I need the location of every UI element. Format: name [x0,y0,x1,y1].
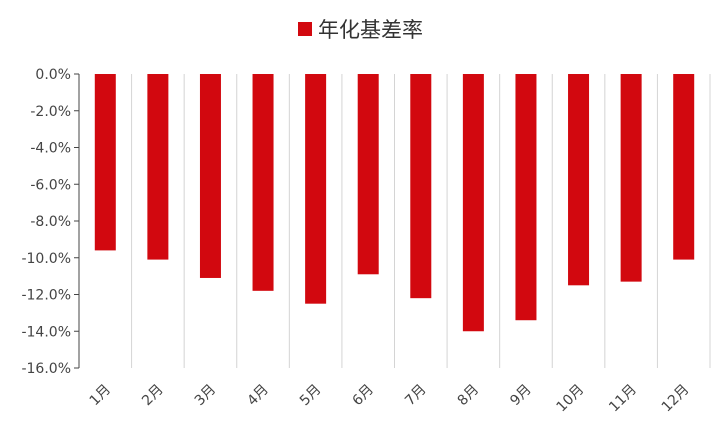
bar [673,74,695,260]
x-tick-label: 4月 [244,382,272,410]
legend-label: 年化基差率 [318,18,423,42]
x-tick-label: 11月 [606,382,640,416]
bar [357,74,379,275]
x-tick-label: 2月 [139,382,167,410]
bar [620,74,642,282]
x-tick-label: 8月 [455,382,483,410]
x-tick-label: 1月 [87,382,115,410]
x-tick-label: 5月 [297,382,325,410]
bar [305,74,327,304]
y-tick-label: -10.0% [21,251,71,267]
category-separators [131,74,711,368]
x-tick-label: 7月 [402,382,430,410]
bar [199,74,221,278]
bar [147,74,169,260]
x-tick-label: 9月 [507,382,535,410]
bar [252,74,274,291]
bar [410,74,432,299]
y-tick-label: -4.0% [30,141,71,157]
y-tick-label: -8.0% [30,214,71,230]
bar [462,74,484,332]
legend-swatch [298,22,312,36]
bar [515,74,537,321]
y-tick-label: -12.0% [21,288,71,304]
y-tick-label: -2.0% [30,104,71,120]
x-tick-label: 10月 [554,382,588,416]
bar [94,74,116,251]
x-tick-label: 3月 [192,382,220,410]
legend: 年化基差率 [298,18,423,42]
y-tick-label: -6.0% [30,177,71,193]
bar [568,74,590,286]
bars [94,74,695,332]
x-tick-label: 12月 [659,382,693,416]
y-tick-label: 0.0% [35,67,71,83]
x-tick-label: 6月 [350,382,378,410]
y-axis: 0.0% -2.0% -4.0% -6.0% -8.0% -10.0% -12.0% -14.… [21,67,80,377]
x-axis-labels: 1月 2月 3月 4月 5月 6月 7月 8月 9月 10月 11月 12月 [87,382,693,416]
y-tick-label: -16.0% [21,361,71,377]
y-tick-label: -14.0% [21,324,71,340]
